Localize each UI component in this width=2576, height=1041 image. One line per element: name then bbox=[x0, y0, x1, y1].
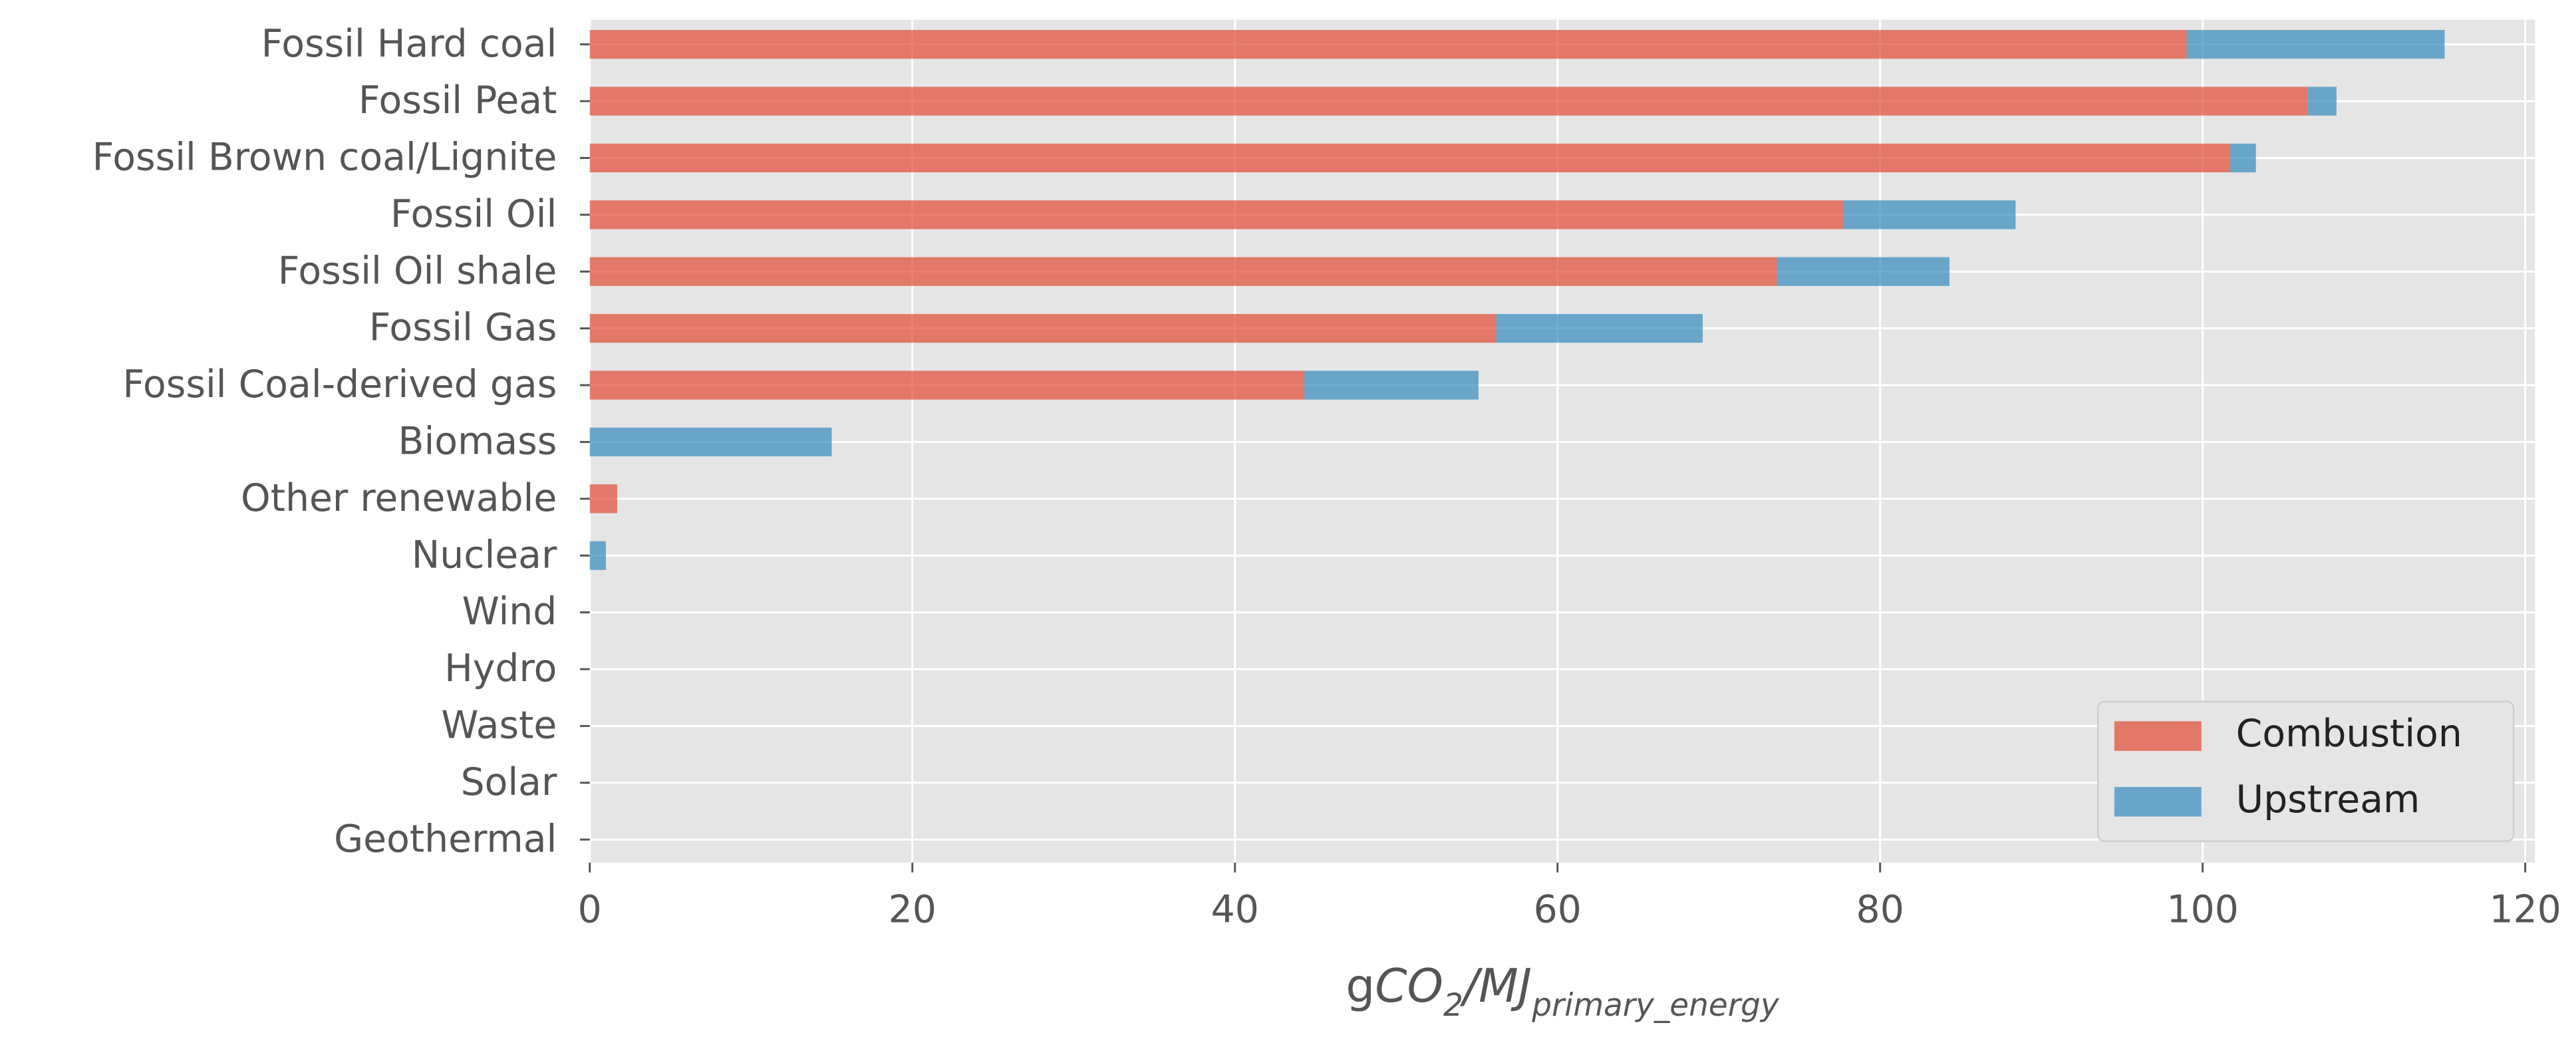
legend-box bbox=[2096, 700, 2515, 842]
x-axis-label: gCO2/MJprimary_energy bbox=[1346, 960, 1780, 1024]
y-tick-label: Fossil Oil shale bbox=[278, 249, 557, 293]
x-label-part: primary_energy bbox=[1531, 987, 1780, 1024]
bar bbox=[2186, 30, 2445, 59]
y-tick-label: Fossil Peat bbox=[358, 78, 557, 122]
bar bbox=[1777, 257, 1949, 286]
y-tick-label: Fossil Brown coal/Lignite bbox=[92, 136, 557, 180]
bar bbox=[1842, 200, 2016, 229]
y-tick-label: Fossil Hard coal bbox=[261, 22, 557, 66]
bar bbox=[1496, 314, 1703, 343]
legend-label: Combustion bbox=[2236, 712, 2462, 756]
bar bbox=[589, 314, 1497, 343]
bar bbox=[589, 371, 1304, 400]
x-tick-label: 20 bbox=[889, 887, 936, 931]
bar bbox=[589, 484, 617, 514]
x-label-part: g bbox=[1346, 960, 1375, 1013]
bar bbox=[589, 30, 2187, 59]
bar bbox=[589, 200, 1843, 229]
bar bbox=[589, 427, 832, 457]
bar bbox=[589, 541, 606, 570]
y-tick-label: Biomass bbox=[398, 420, 557, 464]
y-tick-label: Solar bbox=[461, 760, 557, 804]
bar bbox=[589, 86, 2308, 116]
y-tick-label: Geothermal bbox=[334, 817, 557, 861]
x-tick-label: 40 bbox=[1211, 887, 1259, 931]
legend-label: Upstream bbox=[2236, 778, 2420, 821]
x-tick-label: 60 bbox=[1534, 887, 1582, 931]
y-tick-label: Fossil Gas bbox=[369, 306, 557, 350]
y-tick-label: Fossil Coal-derived gas bbox=[122, 363, 557, 406]
y-tick-label: Fossil Oil bbox=[390, 192, 557, 236]
y-tick-label: Other renewable bbox=[241, 476, 557, 520]
x-tick-label: 100 bbox=[2166, 887, 2238, 931]
x-label-part: CO bbox=[1375, 960, 1443, 1013]
bar bbox=[589, 257, 1777, 286]
bar bbox=[589, 143, 2230, 173]
bar bbox=[2229, 143, 2256, 173]
x-tick-label: 0 bbox=[578, 887, 602, 931]
bar bbox=[2307, 86, 2337, 116]
y-tick-label: Nuclear bbox=[412, 533, 557, 577]
x-label-part: /MJ bbox=[1459, 960, 1532, 1013]
y-tick-label: Wind bbox=[462, 590, 557, 634]
legend-swatch bbox=[2114, 721, 2202, 751]
y-tick-label: Hydro bbox=[444, 647, 557, 690]
x-label-part: 2 bbox=[1443, 987, 1463, 1024]
bar bbox=[1304, 371, 1479, 400]
x-tick-label: 80 bbox=[1856, 887, 1904, 931]
y-tick-label: Waste bbox=[441, 703, 557, 747]
x-tick-label: 120 bbox=[2489, 887, 2561, 931]
legend-swatch bbox=[2114, 787, 2202, 817]
